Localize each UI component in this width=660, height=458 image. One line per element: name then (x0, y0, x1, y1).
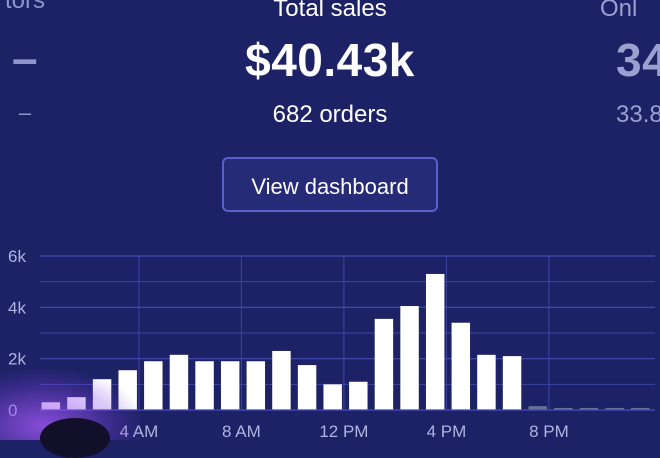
bar-20:00 (554, 407, 573, 410)
bar-17:00 (477, 354, 496, 410)
x-tick-label: 8 PM (529, 422, 569, 440)
bar-4:00 (144, 361, 163, 410)
visitors-label: tors (4, 0, 45, 14)
finger-shadow (40, 418, 110, 458)
bar-13:00 (374, 318, 394, 410)
bar-23:00 (630, 407, 650, 410)
bar-19:00 (528, 406, 547, 410)
total-sales-label: Total sales (273, 0, 387, 22)
bar-11:00 (323, 384, 342, 410)
total-sales-stat: Total sales $40.43k 682 orders (180, 0, 480, 130)
online-sub: 33.8 (616, 101, 660, 128)
x-tick-label: 8 AM (222, 422, 261, 440)
visitors-stat: tors – – (0, 0, 60, 128)
bar-7:00 (220, 361, 240, 410)
bar-15:00 (425, 273, 445, 410)
bar-9:00 (272, 350, 291, 410)
x-tick-label: 12 PM (319, 422, 368, 440)
online-value: 34 (616, 34, 660, 86)
orders-count: 682 orders (272, 101, 388, 128)
online-stat: Onl 34 33.8 (600, 0, 660, 130)
bar-6:00 (195, 361, 214, 410)
bar-12:00 (349, 381, 368, 410)
visitors-sub: – (18, 100, 32, 125)
bar-8:00 (246, 361, 266, 410)
bar-14:00 (400, 306, 419, 410)
bar-22:00 (605, 407, 624, 410)
bar-21:00 (579, 407, 599, 410)
visitors-value: – (11, 32, 39, 84)
view-dashboard-button[interactable]: View dashboard (222, 157, 438, 212)
bar-10:00 (297, 365, 317, 410)
y-tick-label: 2k (8, 350, 26, 369)
bar-18:00 (502, 356, 522, 410)
bar-16:00 (451, 322, 471, 410)
y-tick-label: 4k (8, 298, 26, 317)
total-sales-value: $40.43k (245, 34, 415, 86)
x-tick-label: 4 PM (427, 422, 467, 440)
y-tick-label: 6k (8, 247, 26, 266)
bar-5:00 (169, 354, 189, 410)
online-label: Onl (600, 0, 638, 22)
